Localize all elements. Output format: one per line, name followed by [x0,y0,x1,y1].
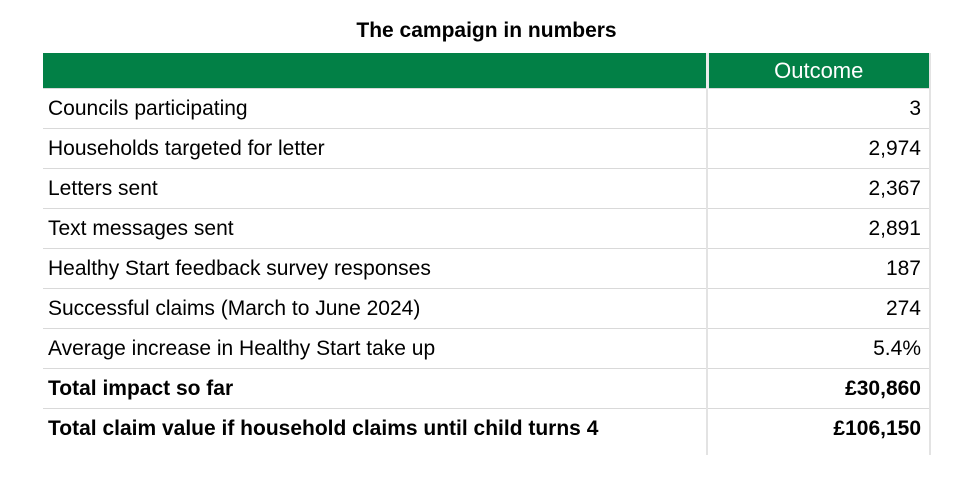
row-label: Average increase in Healthy Start take u… [43,328,707,369]
table-row: Households targeted for letter 2,974 [43,128,931,169]
table-row: Total claim value if household claims un… [43,408,931,448]
header-outcome-cell: Outcome [705,53,931,89]
table-row: Healthy Start feedback survey responses 1… [43,248,931,289]
row-label: Households targeted for letter [43,128,707,169]
row-value: 274 [706,288,931,329]
header-row: Outcome [43,53,931,89]
row-label: Total claim value if household claims un… [43,408,707,448]
table-row: Average increase in Healthy Start take u… [43,328,931,369]
partial-row-container [43,448,931,455]
row-value: 5.4% [706,328,931,369]
table-row: Total impact so far £30,860 [43,368,931,409]
row-label: Councils participating [43,88,707,129]
row-value: 2,974 [706,128,931,169]
table-header: Outcome [43,53,931,89]
row-label: Total impact so far [43,368,707,409]
table-row: Letters sent 2,367 [43,168,931,209]
row-label: Healthy Start feedback survey responses [43,248,707,289]
row-value: £106,150 [706,408,931,448]
row-label: Text messages sent [43,208,707,249]
table-body: Councils participating 3 Households target… [43,88,931,448]
header-label-cell [43,53,707,89]
row-value: 187 [706,248,931,289]
row-value: £30,860 [706,368,931,409]
table-row: Councils participating 3 [43,88,931,129]
campaign-table: Outcome Councils participating 3 Household… [43,53,931,455]
row-value: 2,891 [706,208,931,249]
row-value: 3 [706,88,931,129]
table-row: Successful claims (March to June 2024) 27… [43,288,931,329]
partial-value-cell [706,448,931,455]
partial-next-row [43,448,931,455]
partial-label-cell [43,448,707,455]
row-label: Successful claims (March to June 2024) [43,288,707,329]
row-label: Letters sent [43,168,707,209]
table-title: The campaign in numbers [356,19,617,42]
row-value: 2,367 [706,168,931,209]
table-row: Text messages sent 2,891 [43,208,931,249]
